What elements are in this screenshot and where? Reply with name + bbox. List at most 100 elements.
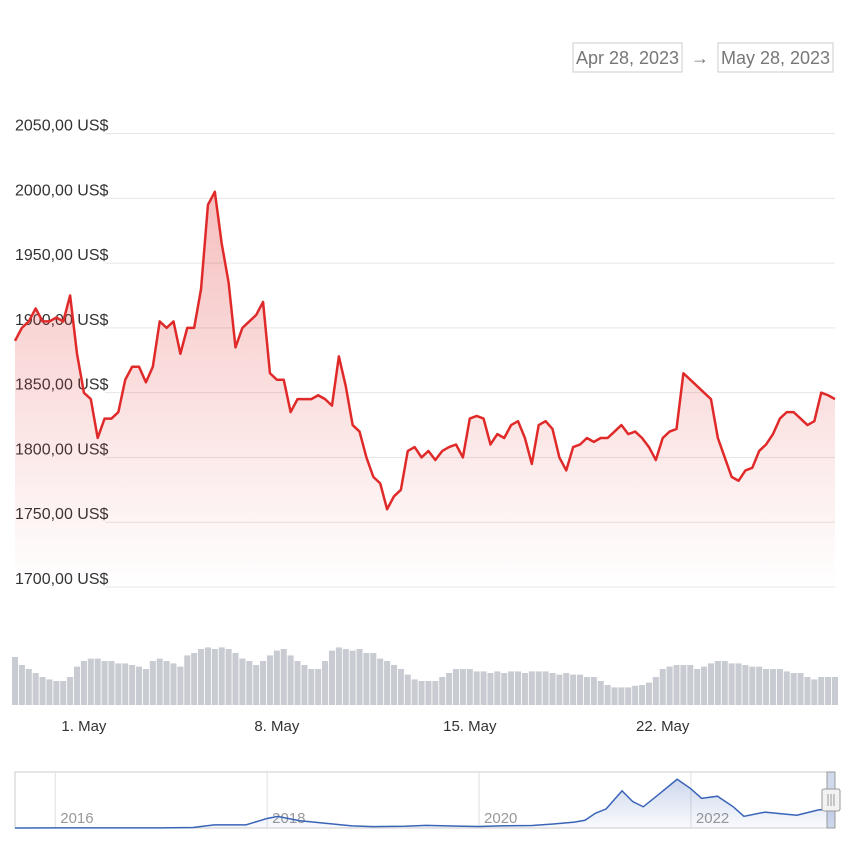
price-area [15,191,835,587]
volume-bar [342,649,349,705]
x-tick-label: 1. May [61,718,107,735]
volume-bar [570,674,577,705]
volume-bar [74,666,81,705]
date-from-input[interactable] [572,42,683,73]
volume-bar [418,681,425,705]
volume-plot [11,647,839,705]
volume-bar [322,661,329,705]
volume-bar [287,655,294,705]
volume-bar [225,649,232,705]
volume-bar [60,681,67,705]
volume-bar [721,661,728,705]
date-separator: → [691,48,709,68]
volume-bar [432,681,439,705]
volume-bar [94,658,101,705]
volume-bar [639,685,646,705]
volume-bar [680,665,687,705]
volume-bar [32,673,39,705]
volume-bar [494,671,501,705]
volume-bar [301,665,308,705]
volume-bar [776,669,783,705]
volume-bar [632,685,639,705]
volume-bar [549,673,556,705]
volume-bar [687,665,694,705]
volume-bar [25,669,32,705]
y-tick-label: 2000,00 US$ [15,182,109,199]
volume-bar [129,665,136,705]
volume-bar [707,663,714,705]
volume-bar [142,669,149,705]
volume-bar [694,669,701,705]
volume-bar [163,661,170,705]
volume-bar [611,687,618,705]
volume-bar [604,685,611,705]
x-tick-label: 8. May [254,718,300,735]
volume-bar [583,677,590,705]
volume-bar [280,649,287,705]
date-to[interactable]: May 28, 2023 [721,48,830,68]
volume-bar [618,687,625,705]
volume-bar [67,677,74,705]
volume-bar [480,671,487,705]
volume-bar [218,647,225,705]
volume-bar [452,669,460,705]
volume-bar [597,681,604,705]
main-plot: 1700,00 US$1750,00 US$1800,00 US$1850,00… [13,118,836,735]
date-from[interactable]: Apr 28, 2023 [576,48,679,68]
volume-bar [11,657,19,705]
volume-bar [749,666,756,705]
navigator[interactable]: 2016201820202022 [14,771,841,829]
volume-bar [191,653,198,705]
volume-bar [370,653,377,705]
volume-bar [446,673,453,705]
volume-bar [625,687,632,705]
volume-bar [783,671,790,705]
volume-bar [556,674,563,705]
volume-bar [425,681,432,705]
date-to-input[interactable] [717,42,834,73]
volume-bar [818,677,825,705]
volume-bar [459,669,466,705]
volume-bar [673,665,680,705]
volume-bar [439,677,446,705]
volume-bar [108,661,115,705]
volume-bar [501,673,508,705]
volume-bar [80,661,87,705]
volume-bar [535,671,542,705]
volume-bar [315,669,322,705]
volume-bar [260,661,267,705]
volume-bar [377,658,384,705]
volume-bar [239,658,246,705]
volume-bar [87,658,94,705]
x-tick-label: 15. May [443,718,497,735]
volume-bar [156,658,163,705]
volume-bar [577,674,584,705]
volume-bar [384,661,391,705]
volume-bar [149,661,156,705]
volume-bar [521,673,528,705]
volume-bar [466,669,473,705]
volume-bar [115,663,122,705]
volume-bar [363,653,370,705]
volume-bar [811,679,818,705]
volume-bar [39,677,46,705]
volume-bar [198,649,205,705]
volume-bar [53,681,60,705]
volume-bar [742,665,749,705]
volume-bar [563,673,570,705]
volume-bar [349,650,356,705]
price-line [13,190,836,511]
navigator-area [15,779,835,828]
volume-bar [122,663,129,705]
volume-bar [411,679,418,705]
volume-bar [46,679,53,705]
volume-bar [211,649,218,705]
volume-bar [328,650,335,705]
volume-bar [390,665,398,705]
volume-bar [335,647,342,705]
volume-bar [356,649,363,705]
navigator-line [14,778,836,829]
volume-bar [294,661,301,705]
volume-bar [528,671,535,705]
